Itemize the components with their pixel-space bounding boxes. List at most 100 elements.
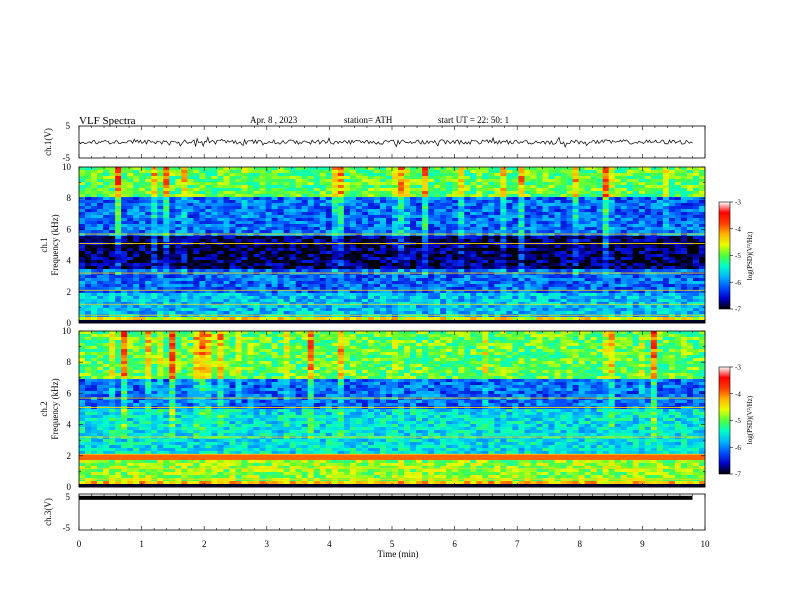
spectrogram-cell xyxy=(151,278,158,282)
spectrogram-cell xyxy=(614,182,622,186)
spectrogram-cell xyxy=(518,221,525,225)
spectrogram-cell xyxy=(452,200,459,204)
spectrogram-cell xyxy=(373,293,381,297)
spectrogram-cell xyxy=(331,200,339,204)
spectrogram-cell xyxy=(398,188,405,192)
spectrogram-cell xyxy=(361,257,369,261)
spectrogram-cell xyxy=(217,185,224,189)
spectrogram-cell xyxy=(193,260,200,264)
spectrogram-cell xyxy=(109,173,116,177)
spectrogram-cell xyxy=(434,212,441,216)
spectrogram-cell xyxy=(464,212,471,216)
spectrogram-cell xyxy=(590,254,598,258)
spectrogram-cell xyxy=(367,215,375,219)
spectrogram-cell xyxy=(668,278,676,282)
spectrogram-cell xyxy=(608,209,616,213)
spectrogram-cell xyxy=(518,305,525,309)
spectrogram-cell xyxy=(277,290,285,294)
spectrogram-cell xyxy=(157,257,164,261)
spectrogram-cell xyxy=(343,245,351,249)
spectrogram-cell xyxy=(385,305,393,309)
spectrogram-cell xyxy=(482,170,489,174)
spectrogram-cell xyxy=(157,200,164,204)
spectrogram-cell xyxy=(482,200,489,204)
spectrogram-cell xyxy=(668,245,676,249)
spectrogram-cell xyxy=(313,206,321,210)
spectrogram-cell xyxy=(512,269,519,273)
spectrogram-cell xyxy=(506,203,513,207)
spectrogram-cell xyxy=(337,197,345,201)
spectrogram-cell xyxy=(355,236,363,240)
spectrogram-cell xyxy=(157,266,164,270)
spectrogram-cell xyxy=(211,281,218,285)
spectrogram-cell xyxy=(313,170,321,174)
spectrogram-cell xyxy=(548,167,555,171)
spectrogram-cell xyxy=(103,221,110,225)
spectrogram-cell xyxy=(434,206,441,210)
spectrogram-cell xyxy=(241,296,248,300)
spectrogram-cell xyxy=(265,203,273,207)
spectrogram-cell xyxy=(343,197,351,201)
spectrogram-cell xyxy=(91,224,98,228)
spectrogram-cell xyxy=(686,212,694,216)
spectrogram-cell xyxy=(392,173,399,177)
spectrogram-cell xyxy=(163,236,170,240)
spectrogram-cell xyxy=(259,176,266,180)
spectrogram-cell xyxy=(602,257,610,261)
spectrogram-cell xyxy=(542,287,549,291)
spectrogram-cell xyxy=(404,275,411,279)
spectrogram-cell xyxy=(151,230,158,234)
spectrogram-cell xyxy=(367,221,375,225)
spectrogram-cell xyxy=(325,197,333,201)
spectrogram-cell xyxy=(440,245,447,249)
spectrogram-cell xyxy=(133,215,140,219)
spectrogram-cell xyxy=(602,269,610,273)
spectrogram-cell xyxy=(662,227,670,231)
spectrogram-cell xyxy=(410,272,417,276)
spectrogram-cell xyxy=(626,302,634,306)
spectrogram-cell xyxy=(392,194,399,198)
spectrogram-cell xyxy=(187,299,194,303)
spectrogram-cell xyxy=(692,248,700,252)
spectrogram-cell xyxy=(596,194,604,198)
spectrogram-cell xyxy=(608,260,616,264)
spectrogram-cell xyxy=(512,266,519,270)
spectrogram-cell xyxy=(452,293,459,297)
spectrogram-cell xyxy=(115,176,122,180)
spectrogram-cell xyxy=(109,230,116,234)
spectrogram-cell xyxy=(319,212,327,216)
spectrogram-cell xyxy=(175,239,182,243)
spectrogram-cell xyxy=(259,200,266,204)
spectrogram-cell xyxy=(343,251,351,255)
spectrogram-cell xyxy=(548,215,555,219)
spectrogram-cell xyxy=(91,167,98,171)
spectrogram-cell xyxy=(422,305,429,309)
spectrogram-cell xyxy=(79,272,86,276)
spectrogram-cell xyxy=(103,287,110,291)
spectrogram-cell xyxy=(632,281,640,285)
spectrogram-cell xyxy=(422,239,429,243)
spectrogram-cell xyxy=(301,212,309,216)
spectrogram-cell xyxy=(181,290,188,294)
spectrogram-cell xyxy=(536,266,543,270)
spectrogram-cell xyxy=(422,209,429,213)
spectrogram-cell xyxy=(572,173,579,177)
spectrogram-cell xyxy=(247,185,254,189)
spectrogram-cell xyxy=(464,176,471,180)
spectrogram-cell xyxy=(596,176,604,180)
spectrogram-cell xyxy=(512,281,519,285)
spectrogram-cell xyxy=(355,299,363,303)
spectrogram-cell xyxy=(103,281,110,285)
spectrogram-cell xyxy=(572,185,579,189)
spectrogram-cell xyxy=(157,281,164,285)
spectrogram-cell xyxy=(626,287,634,291)
spectrogram-cell xyxy=(223,305,230,309)
spectrogram-cell xyxy=(343,236,351,240)
spectrogram-cell xyxy=(524,185,531,189)
spectrogram-cell xyxy=(476,302,483,306)
spectrogram-cell xyxy=(626,272,634,276)
spectrogram-cell xyxy=(560,206,567,210)
spectrogram-cell xyxy=(187,290,194,294)
spectrogram-cell xyxy=(608,293,616,297)
spectrogram-cell xyxy=(145,248,152,252)
